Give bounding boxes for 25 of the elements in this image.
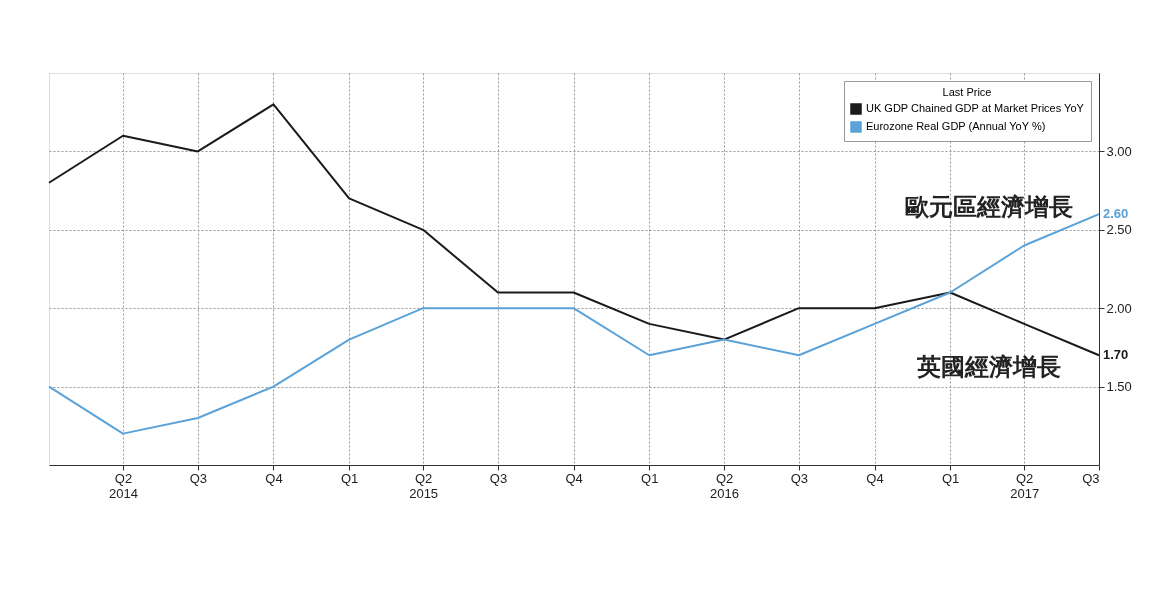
annotation: 英國經濟增長 xyxy=(916,353,1061,380)
x-tick-label: Q2 2015 xyxy=(409,470,439,501)
legend-label: Eurozone Real GDP (Annual YoY %) xyxy=(866,120,1046,132)
x-tick-label: Q4 xyxy=(866,470,884,486)
y-tick-label: 2.00 xyxy=(1106,300,1132,316)
x-tick-label: Q1 xyxy=(641,470,659,486)
x-tick-label: Q3 xyxy=(790,470,809,486)
x-tick-label: Q3 xyxy=(1082,470,1100,486)
y-tick-label: 2.50 xyxy=(1106,222,1132,238)
legend-title: Last Price xyxy=(942,86,992,98)
legend-label: UK GDP Chained GDP at Market Prices YoY xyxy=(866,102,1085,114)
x-tick-label: Q1 xyxy=(942,470,960,486)
data-label: 1.70 xyxy=(1103,347,1129,363)
y-tick-label: 3.00 xyxy=(1106,143,1132,159)
x-tick-label: Q2 2016 xyxy=(710,470,740,501)
y-tick-label: 1.50 xyxy=(1106,379,1132,395)
data-label: 2.60 xyxy=(1103,206,1129,222)
x-tick-label: Q3 xyxy=(489,470,508,486)
annotation: 歐元區經濟增長 xyxy=(905,193,1073,220)
x-tick-label: Q3 xyxy=(189,470,207,486)
x-tick-label: Q4 xyxy=(265,470,283,486)
x-tick-label: Q1 xyxy=(340,470,359,486)
x-tick-label: Q4 xyxy=(565,470,583,486)
x-tick-label: Q2 2017 xyxy=(1010,470,1040,501)
x-tick-label: Q2 2014 xyxy=(109,470,138,501)
